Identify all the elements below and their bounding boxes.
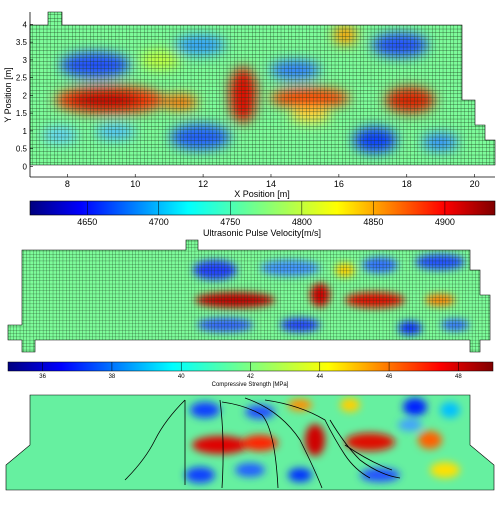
upv-x-tick-label: 10 [130, 179, 140, 189]
upv-y-axis-label: Y Position [m] [3, 67, 13, 122]
upv-heatmap-field [30, 12, 495, 165]
upv-x-tick-label: 16 [334, 179, 344, 189]
upv-x-tick-label: 12 [198, 179, 208, 189]
upv-y-tick-label: 1 [23, 127, 28, 136]
upv-y-tick-label: 4 [23, 20, 28, 29]
upv-y-tick-label: 2 [23, 91, 28, 100]
upv-x-tick-label: 14 [266, 179, 276, 189]
colorbar-tick-label: 48 [455, 374, 462, 380]
upv-x-axis-label: X Position [m] [234, 189, 290, 199]
upv-y-tick-label: 3.5 [16, 38, 28, 47]
strength-heatmap-field [8, 240, 490, 352]
colorbar-tick-label: 4650 [77, 217, 97, 227]
colorbar-tick-label: 4850 [363, 217, 383, 227]
upv-y-tick-label: 1.5 [16, 109, 28, 118]
crack-lines [124, 397, 401, 489]
upv-x-tick-label: 8 [65, 179, 70, 189]
colorbar-tick-label: 4750 [220, 217, 240, 227]
colorbar-tick-label: 40 [178, 374, 185, 380]
upv-colorbar [29, 200, 496, 216]
colorbar-tick-label: 4700 [149, 217, 169, 227]
upv-y-tick-label: 2.5 [16, 74, 28, 83]
colorbar-tick-label: 38 [109, 374, 116, 380]
upv-colorbar-label: Ultrasonic Pulse Velocity[m/s] [203, 228, 321, 238]
upv-y-tick-label: 0 [23, 162, 28, 171]
upv-y-tick-label: 0.5 [16, 145, 28, 154]
colorbar-tick-label: 4800 [292, 217, 312, 227]
colorbar-tick-label: 42 [247, 374, 254, 380]
colorbar-tick-label: 4900 [435, 217, 455, 227]
upv-x-tick-label: 18 [402, 179, 412, 189]
colorbar-tick-label: 44 [316, 374, 323, 380]
strength-colorbar-label: Compressive Strength [MPa] [212, 382, 289, 388]
colorbar-tick-label: 36 [39, 374, 46, 380]
upv-y-tick-label: 3 [23, 56, 28, 65]
colorbar-tick-label: 46 [386, 374, 393, 380]
upv-x-tick-label: 20 [470, 179, 480, 189]
crack-heatmap-field [6, 395, 494, 490]
